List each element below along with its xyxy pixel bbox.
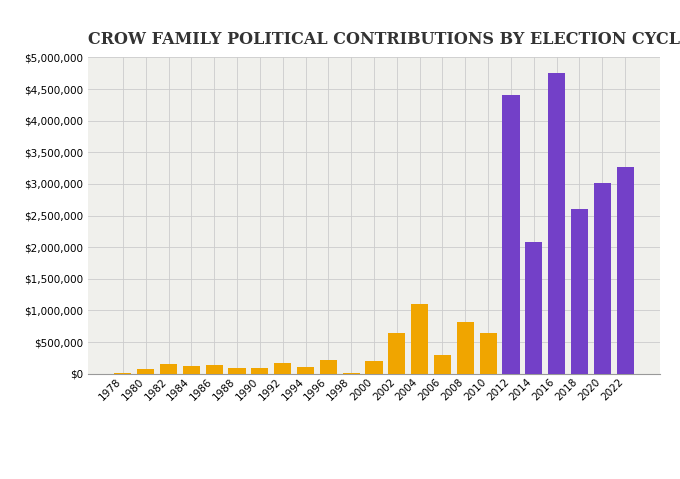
Bar [548, 73, 565, 374]
Bar [160, 364, 177, 374]
Bar [479, 332, 496, 374]
Bar [320, 360, 337, 374]
Bar [343, 373, 360, 374]
Bar [205, 365, 223, 374]
Bar [252, 368, 269, 374]
Bar [525, 242, 543, 374]
Bar [137, 368, 154, 374]
Bar [571, 209, 588, 374]
Bar [388, 332, 405, 374]
Bar [228, 367, 245, 374]
Bar [457, 322, 474, 374]
Bar [434, 354, 451, 374]
Bar [411, 304, 428, 374]
Text: CROW FAMILY POLITICAL CONTRIBUTIONS BY ELECTION CYCLE: CROW FAMILY POLITICAL CONTRIBUTIONS BY E… [88, 31, 680, 47]
Bar [617, 167, 634, 374]
Bar [365, 361, 383, 374]
Bar [594, 182, 611, 374]
Bar [183, 366, 200, 374]
Bar [503, 95, 520, 374]
Bar [274, 363, 291, 374]
Bar [297, 367, 314, 374]
